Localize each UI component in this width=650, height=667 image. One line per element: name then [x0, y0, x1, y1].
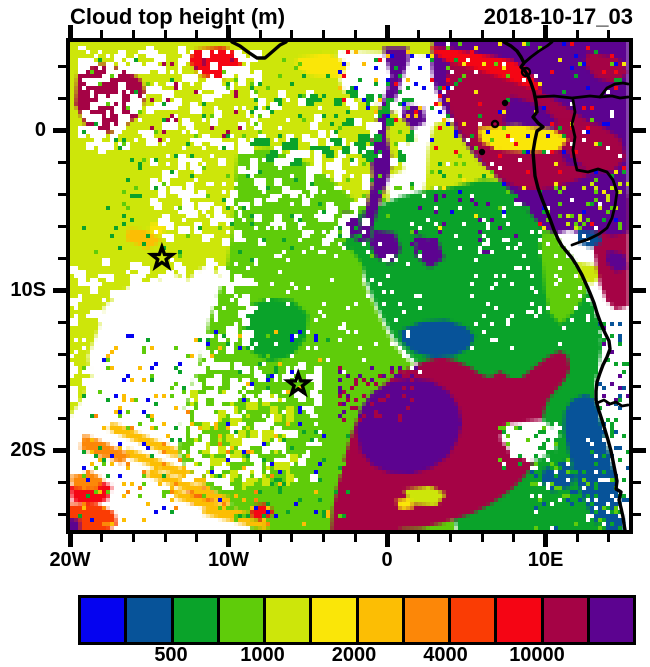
y-minor-tick	[58, 64, 66, 68]
y-minor-tick	[633, 160, 641, 164]
x-minor-tick	[480, 30, 484, 38]
colorbar-cell-11	[589, 598, 633, 642]
y-major-tick	[633, 447, 646, 453]
colorbar-cell-0	[81, 598, 125, 642]
colorbar-label-500: 500	[154, 644, 188, 666]
y-minor-tick	[633, 416, 641, 420]
x-minor-tick	[322, 534, 326, 542]
y-minor-tick	[58, 512, 66, 516]
y-minor-tick	[58, 480, 66, 484]
y-major-tick	[633, 127, 646, 133]
colorbar-cell-3	[219, 598, 263, 642]
y-axis-label: 10S	[10, 279, 46, 301]
y-major-tick	[53, 127, 66, 133]
chart-title: Cloud top height (m)	[70, 4, 286, 29]
x-minor-tick	[353, 534, 357, 542]
y-minor-tick	[633, 64, 641, 68]
x-minor-tick	[100, 534, 104, 542]
x-major-tick	[226, 534, 231, 547]
y-minor-tick	[58, 192, 66, 196]
x-axis-label: 10E	[527, 549, 564, 571]
x-major-tick	[226, 25, 231, 38]
x-minor-tick	[258, 30, 262, 38]
x-minor-tick	[607, 534, 611, 542]
colorbar-cell-8	[451, 598, 495, 642]
y-axis-label: 20S	[10, 439, 46, 461]
colorbar-label-1000: 1000	[240, 644, 285, 666]
x-minor-tick	[195, 30, 199, 38]
x-axis-label: 20W	[49, 549, 91, 571]
colorbar	[78, 595, 636, 645]
colorbar-cell-1	[127, 598, 171, 642]
colorbar-cell-10	[543, 598, 587, 642]
chart-date-label: 2018-10-17_03	[483, 4, 633, 29]
y-minor-tick	[58, 256, 66, 260]
x-minor-tick	[322, 30, 326, 38]
y-minor-tick	[58, 160, 66, 164]
y-minor-tick	[58, 224, 66, 228]
x-major-tick	[543, 534, 548, 547]
x-major-tick	[67, 25, 73, 38]
y-minor-tick	[633, 224, 641, 228]
x-major-tick	[384, 534, 390, 547]
x-axis-label: 10W	[207, 549, 250, 571]
colorbar-cell-4	[266, 598, 310, 642]
x-minor-tick	[448, 30, 452, 38]
x-minor-tick	[195, 534, 199, 542]
x-minor-tick	[290, 534, 294, 542]
x-minor-tick	[131, 534, 135, 542]
x-minor-tick	[353, 30, 357, 38]
y-minor-tick	[58, 416, 66, 420]
y-minor-tick	[58, 384, 66, 388]
plot-frame	[66, 38, 633, 534]
y-minor-tick	[633, 320, 641, 324]
x-minor-tick	[131, 30, 135, 38]
y-minor-tick	[633, 512, 641, 516]
y-minor-tick	[58, 352, 66, 356]
colorbar-label-10000: 10000	[509, 644, 565, 666]
y-minor-tick	[633, 384, 641, 388]
y-minor-tick	[58, 96, 66, 100]
x-minor-tick	[258, 534, 262, 542]
y-minor-tick	[633, 192, 641, 196]
x-major-tick	[67, 534, 73, 547]
x-minor-tick	[163, 534, 167, 542]
y-minor-tick	[633, 256, 641, 260]
x-minor-tick	[290, 30, 294, 38]
x-minor-tick	[607, 30, 611, 38]
x-minor-tick	[448, 534, 452, 542]
y-major-tick	[53, 287, 66, 293]
colorbar-label-4000: 4000	[423, 644, 468, 666]
y-minor-tick	[58, 320, 66, 324]
colorbar-cell-6	[358, 598, 402, 642]
y-minor-tick	[633, 96, 641, 100]
colorbar-cell-5	[312, 598, 356, 642]
colorbar-label-2000: 2000	[331, 644, 377, 666]
x-minor-tick	[100, 30, 104, 38]
y-minor-tick	[633, 352, 641, 356]
x-minor-tick	[575, 30, 579, 38]
x-minor-tick	[575, 534, 579, 542]
colorbar-cell-2	[173, 598, 217, 642]
x-minor-tick	[417, 534, 421, 542]
x-minor-tick	[512, 534, 516, 542]
y-major-tick	[53, 447, 66, 453]
y-axis-label: 0	[34, 119, 46, 141]
x-minor-tick	[163, 30, 167, 38]
y-minor-tick	[633, 480, 641, 484]
colorbar-cell-7	[404, 598, 448, 642]
x-major-tick	[543, 25, 548, 38]
colorbar-cell-9	[497, 598, 541, 642]
y-major-tick	[633, 287, 646, 293]
x-major-tick	[384, 25, 390, 38]
x-minor-tick	[512, 30, 516, 38]
x-axis-label: 0	[381, 549, 393, 571]
x-minor-tick	[480, 534, 484, 542]
x-minor-tick	[417, 30, 421, 38]
